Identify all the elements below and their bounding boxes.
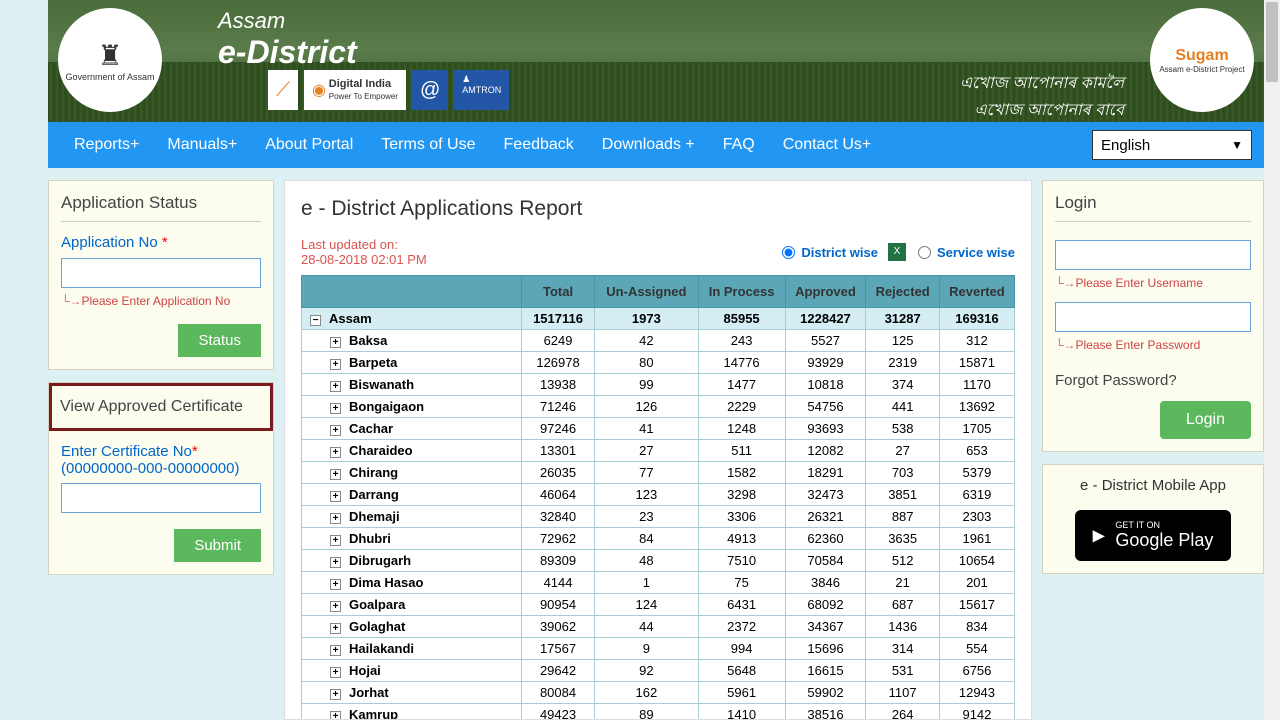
username-input[interactable] <box>1055 240 1251 270</box>
table-row[interactable]: +Charaideo13301275111208227653 <box>302 440 1015 462</box>
table-row[interactable]: +Bongaigaon7124612622295475644113692 <box>302 396 1015 418</box>
certificate-panel: View Approved Certificate Enter Certific… <box>48 382 274 575</box>
excel-icon[interactable]: X <box>888 243 906 261</box>
login-title: Login <box>1055 193 1251 222</box>
table-row[interactable]: +Barpeta126978801477693929231915871 <box>302 352 1015 374</box>
table-row[interactable]: +Cachar97246411248936935381705 <box>302 418 1015 440</box>
table-row[interactable]: +Hailakandi17567999415696314554 <box>302 638 1015 660</box>
certificate-no-input[interactable] <box>61 483 261 513</box>
report-title: e - District Applications Report <box>301 197 1015 221</box>
nav-item[interactable]: About Portal <box>251 136 367 154</box>
nav-item[interactable]: Feedback <box>490 136 588 154</box>
login-button[interactable]: Login <box>1160 401 1251 439</box>
cert-no-label: Enter Certificate No* <box>61 443 261 460</box>
application-no-input[interactable] <box>61 258 261 288</box>
certificate-title-box: View Approved Certificate <box>49 383 273 431</box>
site-title: Assam e-District <box>218 8 357 71</box>
username-hint: Please Enter Username <box>1055 276 1251 290</box>
table-row[interactable]: +Biswanath13938991477108183741170 <box>302 374 1015 396</box>
mobile-app-title: e - District Mobile App <box>1055 477 1251 494</box>
table-row[interactable]: +Golaghat39062442372343671436834 <box>302 616 1015 638</box>
table-row[interactable]: +Baksa6249422435527125312 <box>302 330 1015 352</box>
navbar: Reports+Manuals+About PortalTerms of Use… <box>48 122 1264 168</box>
view-toggle: District wise X Service wise <box>780 243 1015 261</box>
last-updated: Last updated on: 28-08-2018 02:01 PM <box>301 237 427 267</box>
service-wise-radio[interactable] <box>918 246 931 259</box>
table-row[interactable]: +Dhemaji32840233306263218872303 <box>302 506 1015 528</box>
partner-logos: ⟋ ◉ Digital IndiaPower To Empower @ ♟AMT… <box>268 70 509 110</box>
table-row[interactable]: +Darrang4606412332983247338516319 <box>302 484 1015 506</box>
app-no-label: Application No * <box>61 234 168 251</box>
nav-item[interactable]: Downloads + <box>588 136 709 154</box>
chevron-down-icon: ▼ <box>1231 138 1243 152</box>
cert-format: (00000000-000-00000000) <box>61 460 261 477</box>
banner-tagline: এখোজ আপোনাৰ কামলৈ এখোজ আপোনাৰ বাবে <box>960 70 1124 122</box>
banner: ♜ Government of Assam Assam e-District ⟋… <box>48 0 1264 122</box>
forgot-password-link[interactable]: Forgot Password? <box>1055 372 1251 389</box>
gov-logo: ♜ Government of Assam <box>58 8 162 112</box>
table-row[interactable]: +Dibrugarh893094875107058451210654 <box>302 550 1015 572</box>
application-status-panel: Application Status Application No * Plea… <box>48 180 274 370</box>
table-row[interactable]: +Kamrup49423891410385162649142 <box>302 704 1015 720</box>
password-hint: Please Enter Password <box>1055 338 1251 352</box>
district-wise-radio[interactable] <box>782 246 795 259</box>
sugam-logo: Sugam Assam e-District Project <box>1150 8 1254 112</box>
login-panel: Login Please Enter Username Please Enter… <box>1042 180 1264 452</box>
nav-item[interactable]: Reports+ <box>60 136 153 154</box>
table-row[interactable]: +Chirang26035771582182917035379 <box>302 462 1015 484</box>
report-panel: e - District Applications Report Last up… <box>284 180 1032 720</box>
table-row[interactable]: +Goalpara9095412464316809268715617 <box>302 594 1015 616</box>
table-row[interactable]: +Hojai29642925648166155316756 <box>302 660 1015 682</box>
google-play-button[interactable]: ▶ GET IT ON Google Play <box>1075 510 1232 561</box>
table-row[interactable]: +Dhubri729628449136236036351961 <box>302 528 1015 550</box>
nav-item[interactable]: FAQ <box>709 136 769 154</box>
language-select[interactable]: English▼ <box>1092 130 1252 160</box>
status-button[interactable]: Status <box>178 324 261 357</box>
nav-item[interactable]: Manuals+ <box>153 136 251 154</box>
password-input[interactable] <box>1055 302 1251 332</box>
nav-item[interactable]: Terms of Use <box>367 136 489 154</box>
scrollbar[interactable] <box>1264 0 1280 720</box>
mobile-app-panel: e - District Mobile App ▶ GET IT ON Goog… <box>1042 464 1264 574</box>
report-table: TotalUn-AssignedIn ProcessApprovedReject… <box>301 275 1015 720</box>
table-row[interactable]: +Dima Hasao4144175384621201 <box>302 572 1015 594</box>
panel-title: Application Status <box>61 193 261 222</box>
table-row[interactable]: +Jorhat80084162596159902110712943 <box>302 682 1015 704</box>
nav-item[interactable]: Contact Us+ <box>769 136 885 154</box>
submit-button[interactable]: Submit <box>174 529 261 562</box>
app-no-hint: Please Enter Application No <box>61 294 261 308</box>
